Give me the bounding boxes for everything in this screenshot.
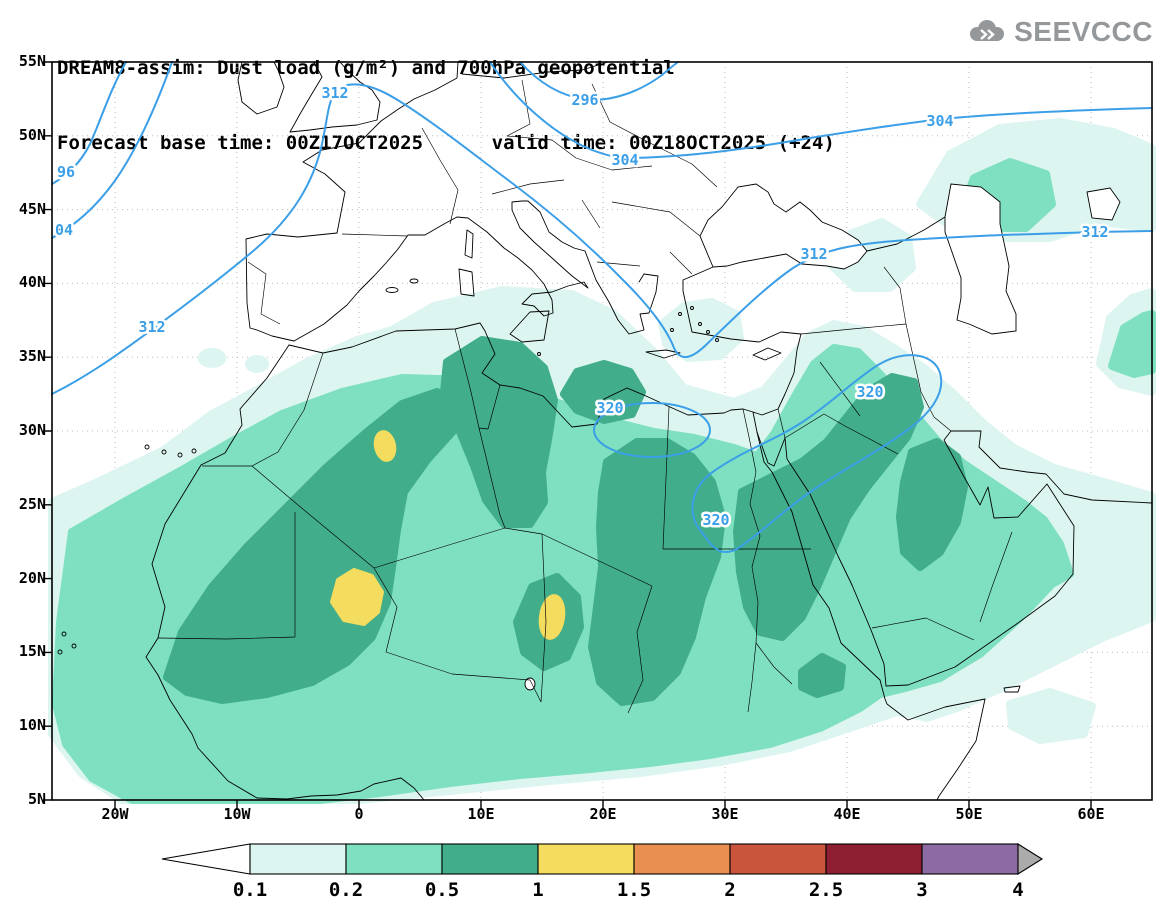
malta (537, 352, 541, 356)
y-axis-label: 20N (18, 568, 46, 587)
axis-tick-marks (43, 61, 1092, 809)
contour-label: 320 (596, 399, 623, 417)
contour-label: 96 (57, 163, 75, 181)
balearic-1 (385, 287, 399, 293)
cyprus (752, 347, 782, 361)
canary-4 (191, 448, 197, 454)
corsica (464, 229, 474, 259)
y-axis-label: 5N (27, 790, 46, 808)
colorbar-segment (249, 843, 347, 875)
logo-chevrons (980, 29, 995, 40)
colorbar-label: 1.5 (617, 879, 651, 900)
contour-320-arabia (691, 354, 943, 554)
contour-304-east (489, 61, 1153, 160)
map-plot: 96 04 312 312 296 304 304 312 312 320 32… (43, 61, 1156, 809)
geopotential-contours (51, 61, 1153, 554)
cape-verde-2 (71, 643, 77, 649)
canary-2 (161, 449, 167, 455)
contour-label: 320 (856, 383, 883, 401)
canary-3 (177, 452, 183, 458)
water-bodies (524, 183, 1121, 691)
colorbar-label: 0.2 (329, 879, 363, 900)
colorbar-segment (537, 843, 635, 875)
contour-label: 04 (55, 221, 73, 239)
aegean-1 (698, 322, 702, 326)
contour-296-west (51, 61, 127, 185)
y-axis-label: 40N (18, 273, 46, 292)
colorbar-label: 3 (916, 879, 927, 900)
colorbar-label: 2.5 (809, 879, 843, 900)
colorbar-label: 2 (724, 879, 735, 900)
contour-296-center (519, 61, 679, 101)
contour-labels: 96 04 312 312 296 304 304 312 312 320 32… (52, 82, 1111, 532)
contour-label: 312 (321, 84, 348, 102)
aegean-3 (690, 306, 694, 310)
colorbar-label: 4 (1012, 879, 1023, 900)
colorbar-label: 0.5 (425, 879, 459, 900)
aegean-2 (706, 330, 710, 334)
y-axis-label: 35N (18, 347, 46, 366)
lake-chad (524, 677, 536, 691)
colorbar-label: 0.1 (233, 879, 267, 900)
y-axis-label: 55N (18, 52, 46, 70)
sicily (509, 310, 550, 343)
dust-layer-1.0 (330, 430, 566, 640)
y-axis-label: 45N (18, 199, 46, 218)
contour-label: 304 (611, 151, 638, 169)
contour-320-libya (592, 401, 712, 459)
chart-title-block: DREAM8-assim: Dust load (g/m²) and 700hP… (57, 6, 835, 206)
contour-label: 296 (571, 91, 598, 109)
cloud-logo-icon (970, 20, 1005, 41)
sardinia (458, 268, 475, 297)
socotra (1003, 685, 1021, 693)
contour-label: 312 (800, 245, 827, 263)
colorbar-segment (729, 843, 827, 875)
contour-304-west (51, 61, 173, 239)
colorbar-segment (921, 843, 1019, 875)
caspian-sea (944, 183, 1017, 335)
crete (645, 349, 681, 359)
colorbar-cap-high (1017, 843, 1044, 875)
logo-text: SEEVCCC (1014, 16, 1153, 47)
seevccc-logo: SEEVCCC (966, 16, 1153, 48)
y-axis-label: 15N (18, 642, 46, 661)
colorbar-label: 1 (532, 879, 543, 900)
y-axis-label: 25N (18, 494, 46, 513)
contour-label: 304 (926, 112, 953, 130)
colorbar-segment (825, 843, 923, 875)
dust-layer-0.5 (163, 336, 968, 706)
aral-sea (1086, 187, 1121, 221)
coastlines (145, 61, 1153, 801)
y-axis-label: 10N (18, 716, 46, 735)
cape-verde-1 (61, 631, 67, 637)
colorbar-segment (633, 843, 731, 875)
aegean-4 (678, 312, 682, 316)
colorbar-segment (345, 843, 443, 875)
chart-title-line2: Forecast base time: 00Z17OCT2025 valid t… (57, 132, 835, 154)
y-axis-label: 50N (18, 125, 46, 144)
aegean-6 (715, 338, 719, 342)
islands (57, 229, 1021, 693)
contour-312-main (51, 83, 1153, 395)
colorbar-cap-low (161, 843, 251, 875)
contour-label: 312 (138, 318, 165, 336)
y-axis-label: 30N (18, 421, 46, 439)
contour-label: 320 (702, 511, 729, 529)
black-sea (699, 183, 868, 270)
nile-river (742, 408, 793, 713)
colorbar-segment (441, 843, 539, 875)
canary-1 (144, 444, 150, 450)
balearic-2 (409, 278, 419, 284)
contour-label: 312 (1081, 223, 1108, 241)
colorbar: 0.1 0.2 0.5 1 1.5 2 2.5 3 4 (161, 843, 1044, 900)
country-borders (157, 79, 1013, 714)
cape-verde-3 (57, 649, 63, 655)
aegean-5 (670, 328, 674, 332)
